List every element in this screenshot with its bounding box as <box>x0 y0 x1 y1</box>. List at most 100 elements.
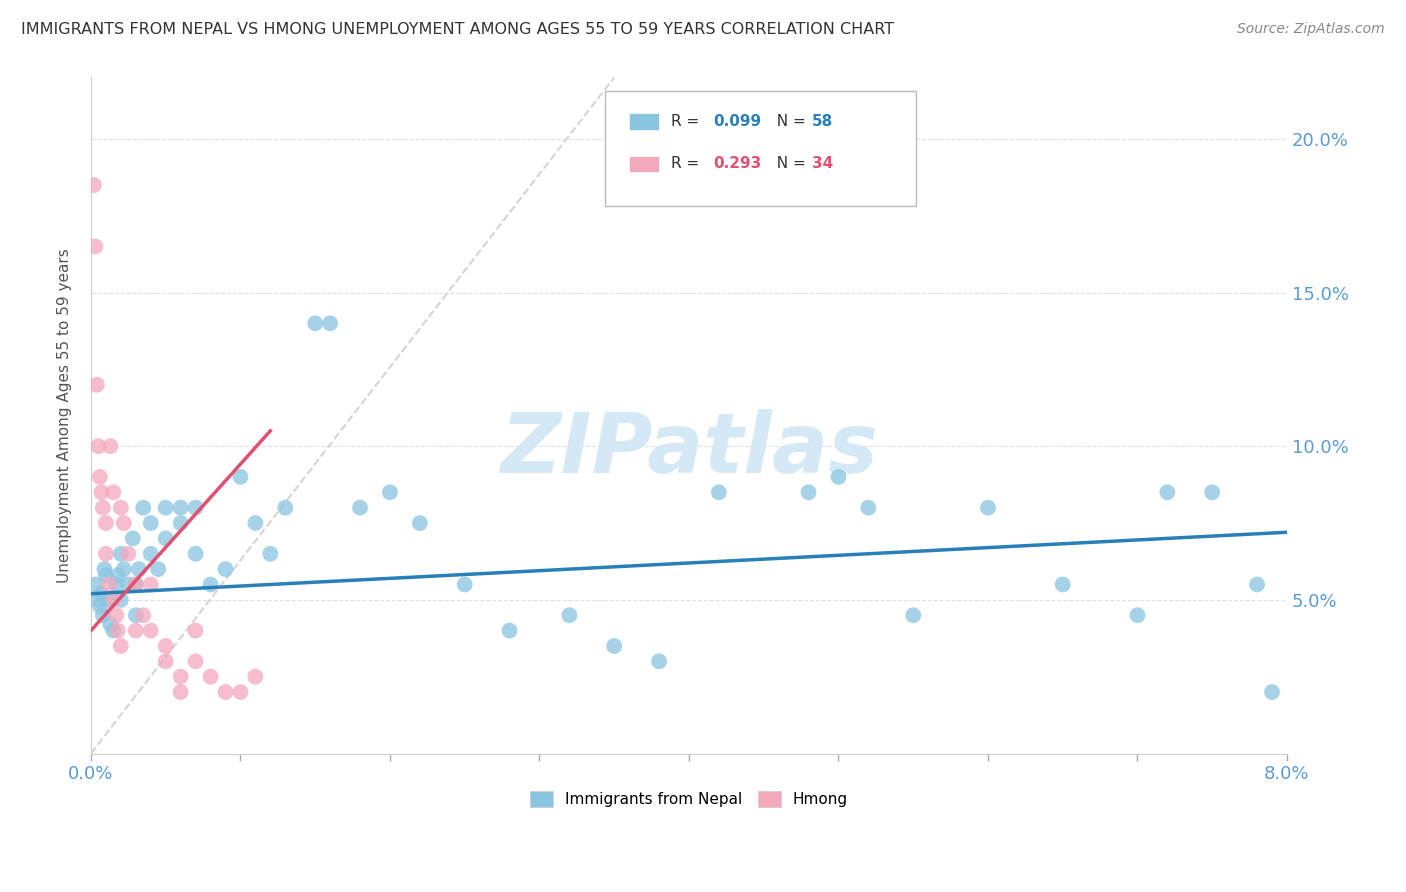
Point <box>103 485 125 500</box>
Point <box>259 547 281 561</box>
Point <box>84 577 107 591</box>
Point <box>110 592 132 607</box>
Point <box>169 516 191 530</box>
Point <box>1201 485 1223 500</box>
Point <box>1126 608 1149 623</box>
Point <box>858 500 880 515</box>
Point <box>125 624 148 638</box>
Point <box>1052 577 1074 591</box>
Point <box>214 685 236 699</box>
Point <box>155 532 177 546</box>
Text: R =: R = <box>671 114 704 128</box>
Point <box>214 562 236 576</box>
Point <box>797 485 820 500</box>
Point <box>91 500 114 515</box>
Point <box>94 568 117 582</box>
Point <box>139 577 162 591</box>
Point <box>89 470 111 484</box>
Point <box>903 608 925 623</box>
Point <box>409 516 432 530</box>
Point <box>1246 577 1268 591</box>
Point <box>148 562 170 576</box>
Point <box>454 577 477 591</box>
Text: ZIPatlas: ZIPatlas <box>501 409 877 490</box>
Legend: Immigrants from Nepal, Hmong: Immigrants from Nepal, Hmong <box>524 785 853 814</box>
Point <box>184 547 207 561</box>
Point <box>139 516 162 530</box>
Point <box>184 500 207 515</box>
Point <box>90 587 112 601</box>
Point <box>155 639 177 653</box>
Point <box>977 500 1000 515</box>
Point <box>498 624 520 638</box>
Point <box>200 577 222 591</box>
Point <box>245 516 267 530</box>
Point <box>110 500 132 515</box>
Point <box>117 577 139 591</box>
Point <box>84 239 107 253</box>
Point <box>105 577 128 591</box>
Point <box>87 592 110 607</box>
Text: 58: 58 <box>813 114 834 128</box>
Point <box>107 624 129 638</box>
Point <box>274 500 297 515</box>
Text: Source: ZipAtlas.com: Source: ZipAtlas.com <box>1237 22 1385 37</box>
Point <box>90 485 112 500</box>
Point <box>229 470 252 484</box>
Point <box>827 470 849 484</box>
Point <box>94 547 117 561</box>
Point <box>603 639 626 653</box>
Point <box>125 577 148 591</box>
Point <box>132 608 155 623</box>
Point <box>707 485 730 500</box>
Text: 0.293: 0.293 <box>713 156 761 171</box>
Bar <box>628 113 659 130</box>
Point <box>83 178 105 192</box>
Point <box>139 624 162 638</box>
Text: 0.099: 0.099 <box>713 114 761 128</box>
Text: 34: 34 <box>813 156 834 171</box>
Text: R =: R = <box>671 156 704 171</box>
Point <box>97 577 120 591</box>
Point <box>155 654 177 668</box>
Point <box>103 624 125 638</box>
Point <box>319 316 342 330</box>
Point <box>139 547 162 561</box>
Point <box>132 500 155 515</box>
Point <box>112 516 135 530</box>
Text: IMMIGRANTS FROM NEPAL VS HMONG UNEMPLOYMENT AMONG AGES 55 TO 59 YEARS CORRELATIO: IMMIGRANTS FROM NEPAL VS HMONG UNEMPLOYM… <box>21 22 894 37</box>
Text: N =: N = <box>766 156 810 171</box>
Point <box>200 670 222 684</box>
Point <box>94 516 117 530</box>
Point <box>128 562 150 576</box>
Point <box>184 624 207 638</box>
Point <box>86 377 108 392</box>
Point <box>110 547 132 561</box>
Point <box>121 532 143 546</box>
Point <box>98 617 121 632</box>
Point <box>378 485 401 500</box>
Point <box>112 562 135 576</box>
Point <box>117 547 139 561</box>
Y-axis label: Unemployment Among Ages 55 to 59 years: Unemployment Among Ages 55 to 59 years <box>58 248 72 582</box>
Point <box>97 592 120 607</box>
Text: N =: N = <box>766 114 810 128</box>
Point <box>110 639 132 653</box>
Point <box>558 608 581 623</box>
Point <box>91 608 114 623</box>
Point <box>1261 685 1284 699</box>
Point <box>125 608 148 623</box>
Point <box>169 500 191 515</box>
Point <box>1156 485 1178 500</box>
Point <box>105 608 128 623</box>
Point <box>107 568 129 582</box>
Point <box>125 577 148 591</box>
FancyBboxPatch shape <box>605 91 917 206</box>
Point <box>245 670 267 684</box>
Point <box>87 439 110 453</box>
Point <box>184 654 207 668</box>
Point <box>349 500 371 515</box>
Point <box>648 654 671 668</box>
Point <box>103 592 125 607</box>
Point <box>304 316 326 330</box>
